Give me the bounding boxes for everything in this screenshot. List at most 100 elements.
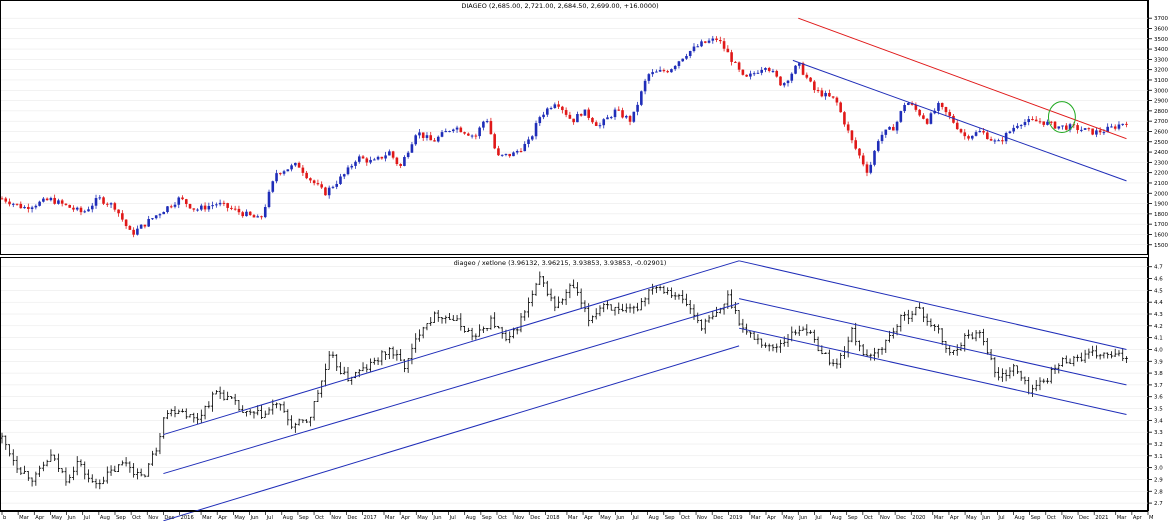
candle-body — [696, 46, 700, 48]
candle-body — [613, 109, 617, 118]
highlight-ellipse — [1047, 101, 1076, 134]
lower-y-tick-label: 3.9 — [1154, 359, 1163, 365]
candle-body — [339, 176, 342, 184]
lower-trend-line — [163, 345, 740, 522]
candle-body — [1019, 125, 1023, 127]
candle-body — [305, 172, 308, 179]
candle-body — [801, 63, 805, 75]
candle-body — [549, 107, 553, 109]
candle-body — [162, 212, 166, 215]
candle-body — [978, 131, 982, 133]
x-tick-label: Aug — [466, 515, 476, 521]
candle-body — [937, 102, 940, 111]
x-tick-label: M — [1149, 515, 1153, 521]
x-tick-label: Mar — [19, 515, 30, 521]
candle-body — [515, 151, 519, 153]
x-tick-label: May — [234, 515, 245, 521]
x-tick-label: Mar — [1117, 515, 1128, 521]
upper-y-tick-label: 1700 — [1154, 222, 1168, 228]
candle-body — [579, 114, 583, 116]
candle-body — [843, 112, 846, 125]
lower-y-tick-label: 3.1 — [1154, 454, 1163, 460]
candle-body — [542, 114, 545, 118]
lower-trend-line — [738, 327, 1127, 415]
candle-body — [448, 131, 451, 133]
candle-body — [895, 121, 899, 131]
candle-body — [880, 134, 884, 142]
candle-body — [467, 133, 470, 136]
lower-panel-y-axis: 2.7 2.8 2.9 3.0 3.1 3.2 3.3 3.4 3.5 3.6 3.7 3.8 3.9 4… — [1148, 265, 1163, 507]
candle-body — [147, 218, 150, 227]
x-tick-label: 2019 — [729, 515, 742, 521]
candle-body — [331, 186, 335, 188]
candle-body — [429, 135, 433, 141]
candle-body — [34, 205, 38, 208]
candle-body — [1068, 124, 1072, 130]
candle-body — [771, 70, 775, 72]
candle-body — [670, 69, 673, 73]
candle-body — [49, 197, 53, 201]
candle-body — [181, 197, 184, 200]
x-tick-label: Sep — [299, 515, 309, 521]
x-tick-label: Apr — [584, 515, 594, 521]
candle-body — [1034, 119, 1038, 122]
candle-body — [117, 209, 120, 214]
upper-y-tick-label: 2000 — [1154, 191, 1168, 197]
candle-body — [504, 153, 508, 155]
candle-body — [527, 139, 530, 144]
upper-y-tick-label: 2400 — [1154, 150, 1168, 156]
candle-body — [241, 212, 244, 217]
x-tick-label: Jul — [449, 515, 456, 521]
candle-body — [1038, 121, 1042, 123]
x-tick-label: Oct — [132, 515, 141, 521]
upper-y-tick-label: 2100 — [1154, 181, 1168, 187]
upper-y-tick-label: 3100 — [1154, 78, 1168, 84]
candle-body — [561, 106, 564, 111]
x-tick-label: Dec — [347, 515, 357, 521]
candle-body — [508, 153, 512, 157]
x-tick-label: Oct — [1047, 515, 1056, 521]
candle-body — [1042, 121, 1046, 125]
candle-body — [602, 119, 606, 126]
candle-body — [745, 74, 748, 77]
candle-body — [482, 121, 485, 128]
candle-body — [278, 173, 282, 175]
candle-body — [64, 203, 68, 205]
candle-body — [666, 71, 669, 73]
candle-body — [388, 151, 391, 156]
candle-body — [8, 201, 11, 205]
candle-body — [42, 198, 45, 202]
candle-body — [342, 174, 346, 177]
x-tick-label: Oct — [315, 515, 324, 521]
upper-y-tick-label: 1800 — [1154, 212, 1168, 218]
candle-body — [489, 121, 493, 135]
candle-body — [478, 127, 481, 137]
candle-body — [470, 135, 474, 137]
candle-body — [948, 112, 952, 116]
candle-body — [598, 125, 602, 127]
candle-body — [143, 224, 147, 227]
lower-y-tick-label: 3.0 — [1154, 466, 1163, 472]
x-tick-label: 2018 — [546, 515, 559, 521]
x-tick-label: Apr — [950, 515, 960, 521]
candle-body — [252, 215, 256, 218]
lower-panel-gridlines — [1, 266, 1148, 504]
upper-y-tick-label: 3000 — [1154, 88, 1168, 94]
candle-body — [121, 213, 124, 220]
candle-body — [989, 139, 993, 141]
candle-body — [651, 72, 654, 75]
candle-body — [899, 111, 903, 122]
candle-body — [711, 38, 715, 41]
lower-trend-line — [163, 302, 740, 475]
candle-body — [715, 38, 718, 41]
candle-body — [68, 204, 71, 208]
candle-body — [647, 74, 651, 81]
candle-body — [316, 183, 320, 185]
candle-body — [1125, 123, 1128, 125]
candle-body — [970, 135, 974, 139]
candle-body — [1061, 125, 1064, 127]
candle-body — [756, 72, 760, 74]
candle-body — [169, 206, 173, 208]
candle-body — [376, 156, 380, 160]
